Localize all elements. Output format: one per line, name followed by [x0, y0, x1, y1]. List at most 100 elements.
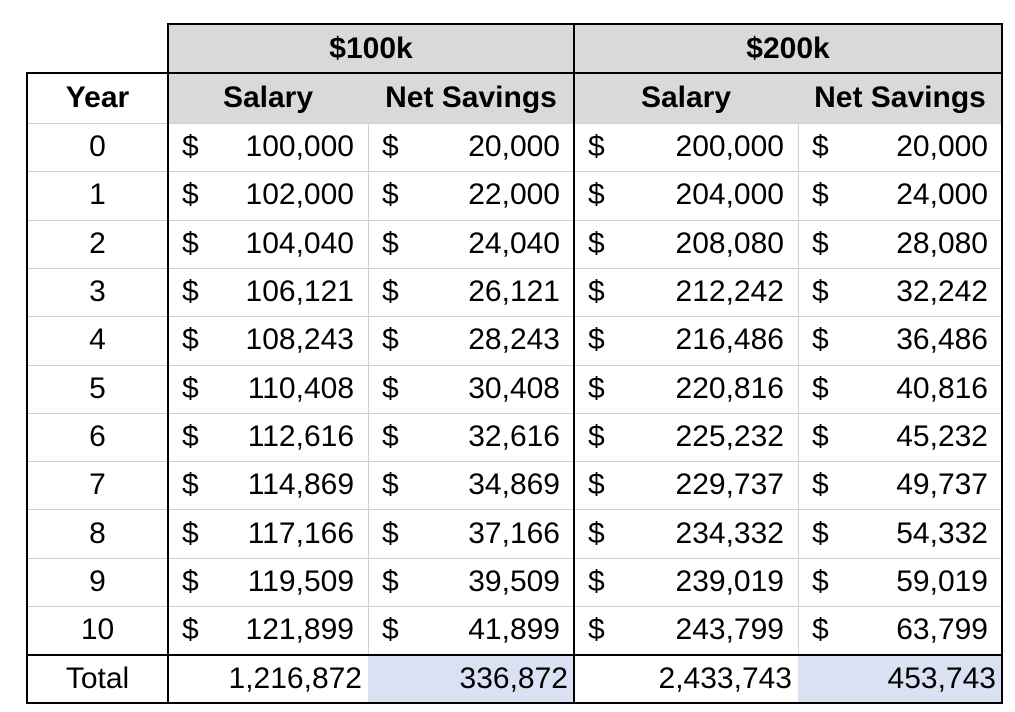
border [26, 72, 28, 704]
currency-symbol: $ [588, 613, 605, 647]
column-header-salary-100k[interactable]: Salary [168, 73, 368, 123]
total-savings-100k[interactable]: 336,872 [368, 655, 574, 703]
column-header-salary-200k[interactable]: Salary [574, 73, 798, 123]
cell-value: 229,737 [675, 468, 784, 502]
currency-symbol: $ [382, 275, 399, 309]
column-header-year[interactable]: Year [65, 81, 130, 114]
cell-salary-200k[interactable]: $204,000 [574, 171, 798, 219]
column-header-savings-100k[interactable]: Net Savings [368, 73, 574, 123]
cell-savings-100k[interactable]: $39,509 [368, 558, 574, 606]
cell-savings-100k[interactable]: $26,121 [368, 268, 574, 316]
cell-salary-200k[interactable]: $216,486 [574, 316, 798, 364]
cell-salary-100k[interactable]: $117,166 [168, 509, 368, 557]
cell-value: 200,000 [675, 130, 784, 164]
cell-savings-200k[interactable]: $36,486 [798, 316, 1002, 364]
cell-value: 30,408 [468, 371, 560, 405]
cell-salary-200k[interactable]: $200,000 [574, 123, 798, 171]
cell-savings-200k[interactable]: $32,242 [798, 268, 1002, 316]
currency-symbol: $ [588, 419, 605, 453]
cell-savings-200k[interactable]: $54,332 [798, 509, 1002, 557]
column-header-savings-200k[interactable]: Net Savings [798, 73, 1002, 123]
cell-year[interactable]: 8 [89, 516, 106, 550]
currency-symbol: $ [382, 613, 399, 647]
currency-symbol: $ [588, 516, 605, 550]
cell-salary-100k[interactable]: $100,000 [168, 123, 368, 171]
cell-value: 49,737 [896, 468, 988, 502]
cell-savings-100k[interactable]: $32,616 [368, 413, 574, 461]
currency-symbol: $ [812, 178, 829, 212]
cell-salary-200k[interactable]: $234,332 [574, 509, 798, 557]
cell-value: 28,243 [468, 323, 560, 357]
cell-year[interactable]: 0 [89, 130, 106, 164]
cell-value: 104,040 [245, 226, 354, 260]
cell-savings-200k[interactable]: $20,000 [798, 123, 1002, 171]
border [573, 23, 575, 704]
cell-year[interactable]: 10 [80, 613, 115, 647]
cell-savings-200k[interactable]: $49,737 [798, 461, 1002, 509]
cell-year[interactable]: 4 [89, 323, 106, 357]
cell-value: 117,166 [247, 516, 354, 550]
cell-value: 26,121 [468, 275, 560, 309]
border [26, 654, 1003, 656]
cell-value: 54,332 [896, 516, 988, 550]
total-savings-200k[interactable]: 453,743 [798, 655, 1002, 703]
cell-savings-100k[interactable]: $37,166 [368, 509, 574, 557]
group-header-200k[interactable]: $200k [574, 24, 1002, 73]
cell-salary-200k[interactable]: $212,242 [574, 268, 798, 316]
cell-year[interactable]: 5 [89, 371, 106, 405]
cell-value: 59,019 [896, 564, 988, 598]
cell-value: 119,509 [247, 564, 354, 598]
cell-savings-200k[interactable]: $40,816 [798, 365, 1002, 413]
cell-salary-100k[interactable]: $110,408 [168, 365, 368, 413]
total-salary-200k[interactable]: 2,433,743 [658, 662, 792, 695]
cell-salary-100k[interactable]: $121,899 [168, 606, 368, 654]
cell-year[interactable]: 9 [89, 564, 106, 598]
cell-value: 20,000 [468, 130, 560, 164]
currency-symbol: $ [182, 516, 199, 550]
cell-savings-200k[interactable]: $24,000 [798, 171, 1002, 219]
cell-year[interactable]: 3 [89, 275, 106, 309]
cell-savings-200k[interactable]: $28,080 [798, 220, 1002, 268]
cell-year[interactable]: 7 [89, 468, 106, 502]
cell-value: 220,816 [675, 371, 784, 405]
gridline [28, 171, 1001, 172]
cell-savings-100k[interactable]: $20,000 [368, 123, 574, 171]
cell-savings-100k[interactable]: $24,040 [368, 220, 574, 268]
cell-year[interactable]: 2 [89, 226, 106, 260]
currency-symbol: $ [382, 419, 399, 453]
cell-salary-100k[interactable]: $112,616 [168, 413, 368, 461]
cell-salary-200k[interactable]: $225,232 [574, 413, 798, 461]
cell-salary-100k[interactable]: $106,121 [168, 268, 368, 316]
currency-symbol: $ [182, 613, 199, 647]
cell-salary-100k[interactable]: $104,040 [168, 220, 368, 268]
currency-symbol: $ [382, 564, 399, 598]
cell-savings-100k[interactable]: $28,243 [368, 316, 574, 364]
cell-salary-200k[interactable]: $243,799 [574, 606, 798, 654]
currency-symbol: $ [812, 613, 829, 647]
cell-salary-200k[interactable]: $229,737 [574, 461, 798, 509]
cell-salary-200k[interactable]: $239,019 [574, 558, 798, 606]
cell-value: 40,816 [896, 371, 988, 405]
cell-savings-200k[interactable]: $63,799 [798, 606, 1002, 654]
cell-savings-200k[interactable]: $59,019 [798, 558, 1002, 606]
cell-savings-100k[interactable]: $22,000 [368, 171, 574, 219]
cell-year[interactable]: 6 [89, 419, 106, 453]
total-label[interactable]: Total [65, 662, 130, 695]
cell-salary-100k[interactable]: $119,509 [168, 558, 368, 606]
group-header-100k[interactable]: $100k [168, 24, 574, 73]
cell-savings-100k[interactable]: $34,869 [368, 461, 574, 509]
cell-savings-100k[interactable]: $30,408 [368, 365, 574, 413]
cell-salary-100k[interactable]: $114,869 [168, 461, 368, 509]
currency-symbol: $ [182, 419, 199, 453]
total-salary-100k[interactable]: 1,216,872 [228, 662, 362, 695]
currency-symbol: $ [588, 468, 605, 502]
cell-value: 216,486 [675, 323, 784, 357]
cell-value: 110,408 [247, 371, 354, 405]
cell-salary-100k[interactable]: $102,000 [168, 171, 368, 219]
cell-salary-200k[interactable]: $208,080 [574, 220, 798, 268]
cell-savings-100k[interactable]: $41,899 [368, 606, 574, 654]
cell-salary-100k[interactable]: $108,243 [168, 316, 368, 364]
cell-salary-200k[interactable]: $220,816 [574, 365, 798, 413]
cell-savings-200k[interactable]: $45,232 [798, 413, 1002, 461]
cell-year[interactable]: 1 [89, 178, 106, 212]
